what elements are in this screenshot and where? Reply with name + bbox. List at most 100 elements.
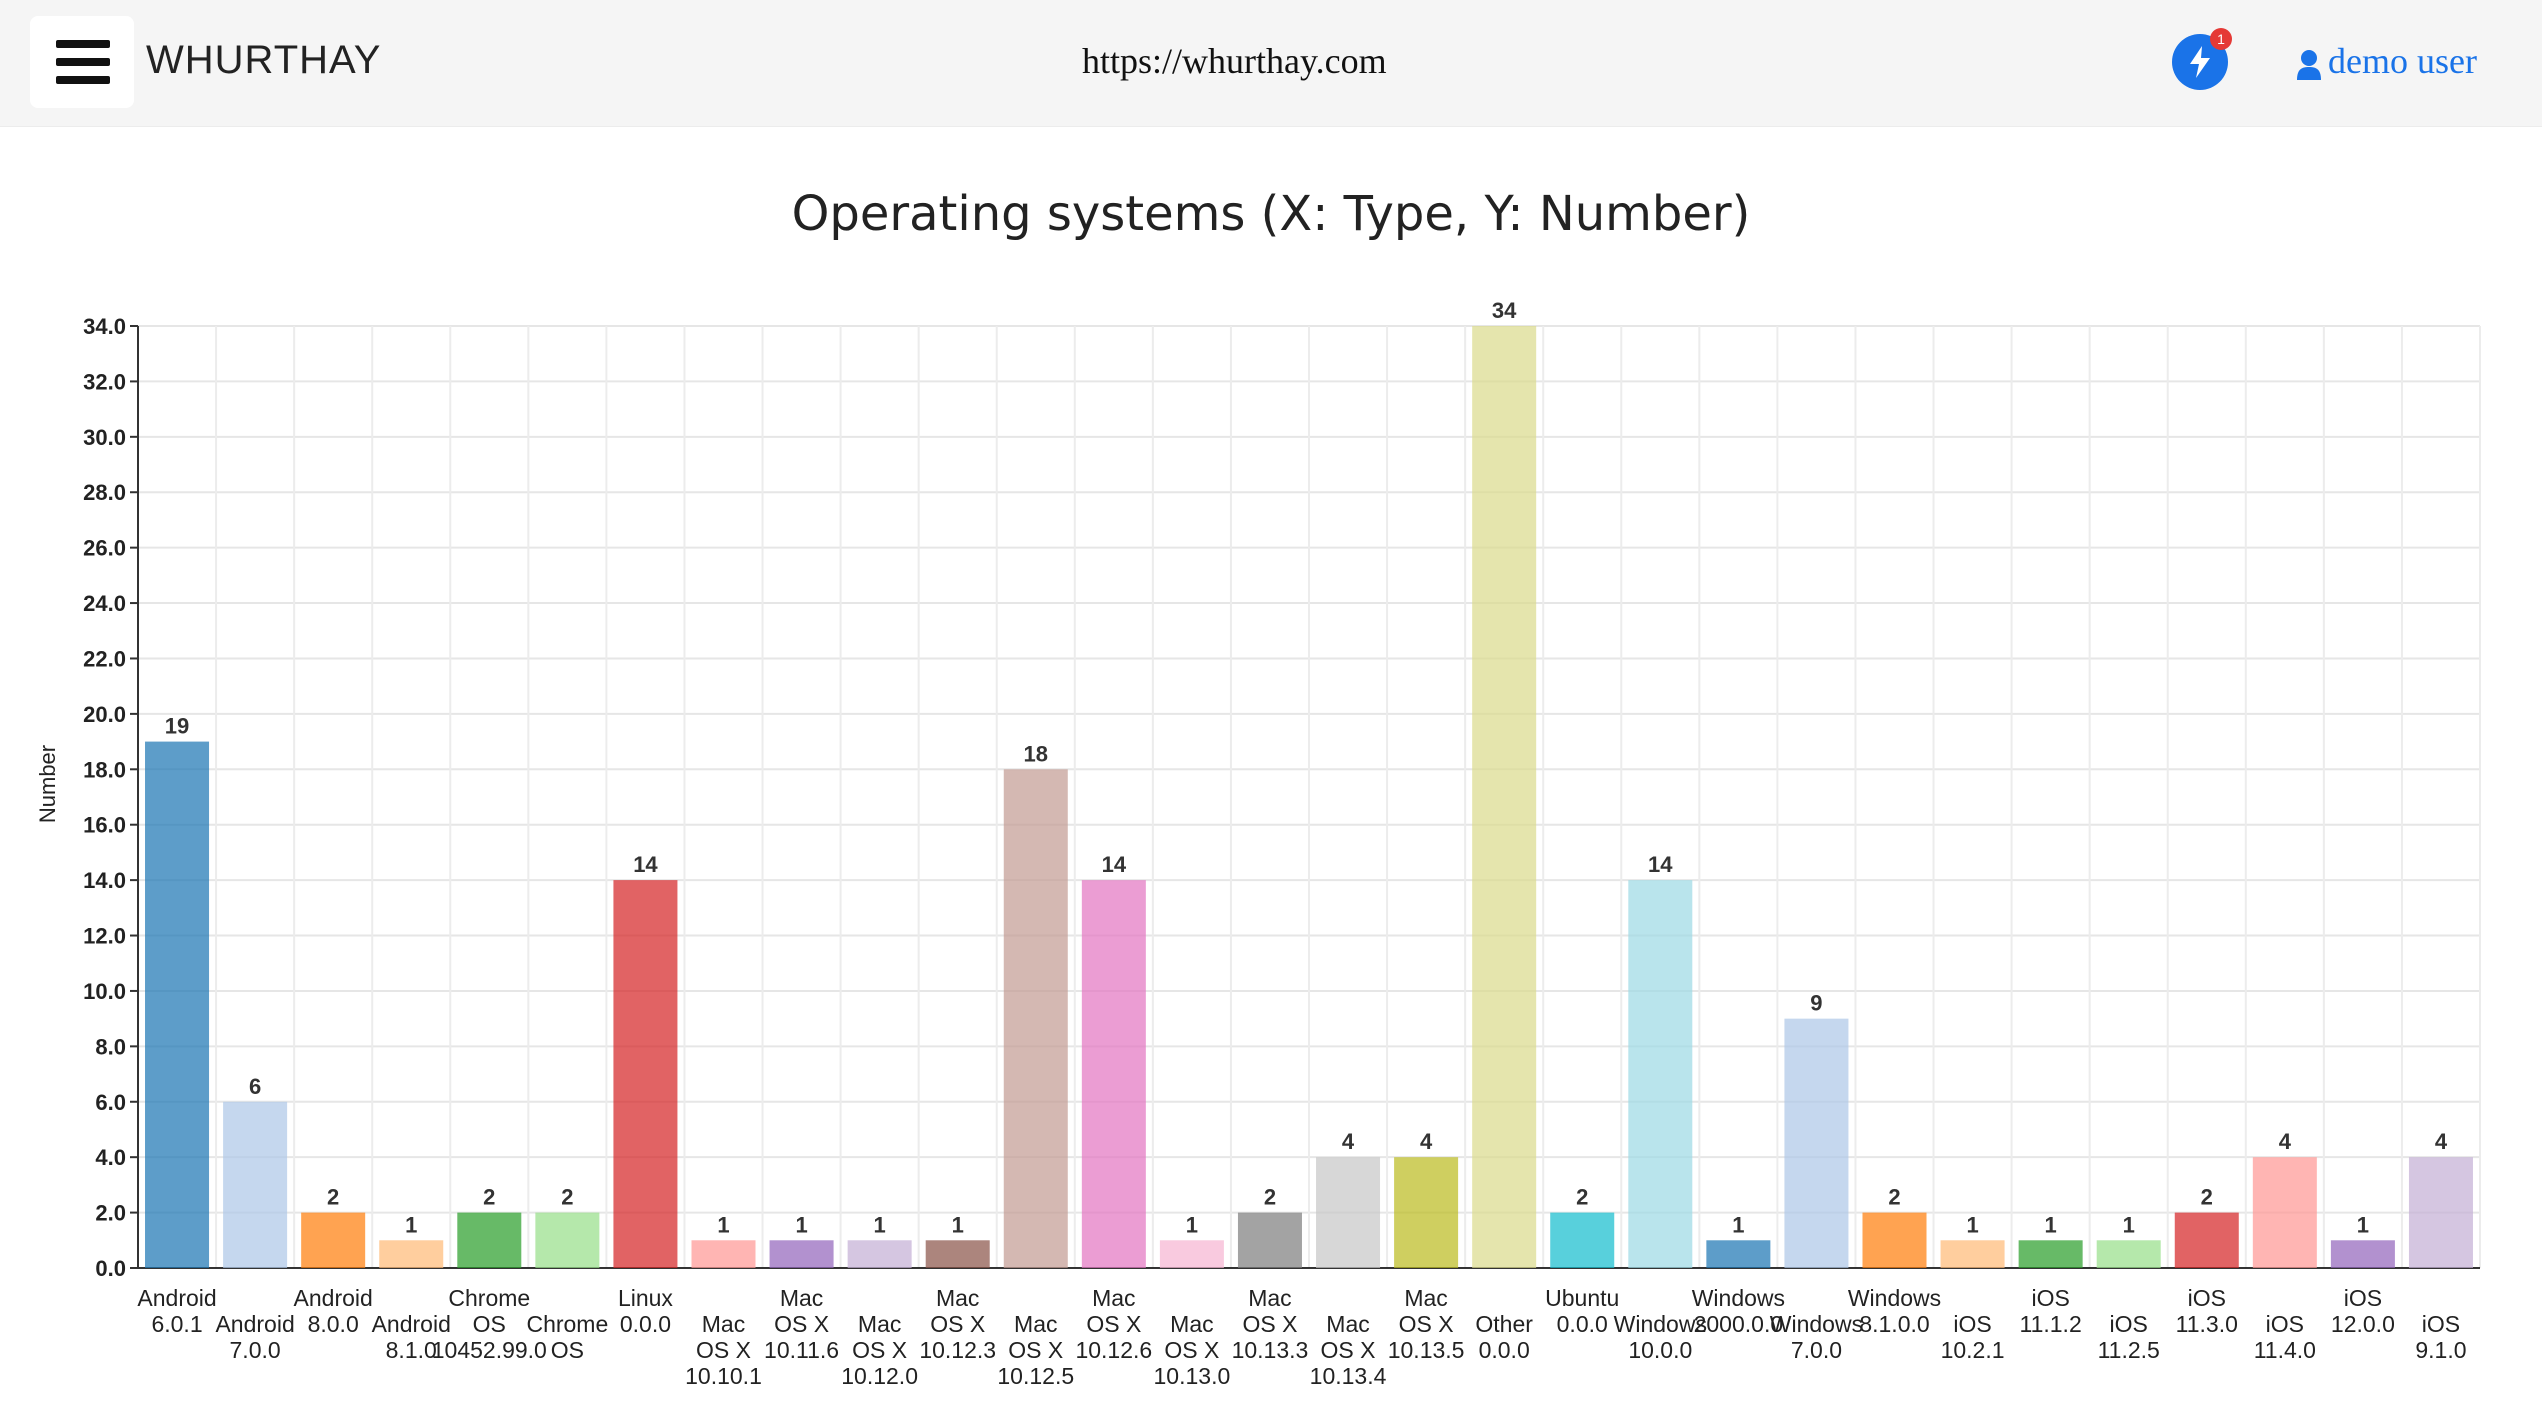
bar-value-label: 4	[1342, 1129, 1355, 1154]
bar-value-label: 1	[1186, 1212, 1198, 1237]
bar	[1394, 1157, 1459, 1268]
site-url: https://whurthay.com	[1082, 41, 1387, 81]
notification-badge: 1	[2210, 28, 2232, 50]
bar	[2174, 1212, 2239, 1268]
bar-value-label: 2	[1576, 1185, 1588, 1210]
x-tick-label: Chrome OS 10452.99.0	[432, 1285, 547, 1363]
x-tick-label: Android 7.0.0	[215, 1311, 294, 1363]
y-tick-label: 24.0	[83, 591, 126, 616]
bar	[1706, 1240, 1771, 1268]
x-tick-label: Mac OS X 10.12.5	[997, 1311, 1074, 1389]
bar	[2330, 1240, 2395, 1268]
bar-value-label: 14	[1648, 852, 1673, 877]
y-tick-label: 30.0	[83, 425, 126, 450]
x-tick-label: Mac OS X 10.12.0	[841, 1311, 918, 1389]
y-tick-label: 8.0	[95, 1034, 126, 1059]
app-brand[interactable]: WHURTHAY	[146, 38, 382, 82]
bar	[1940, 1240, 2005, 1268]
bar-value-label: 1	[717, 1212, 729, 1237]
bar-value-label: 1	[952, 1212, 964, 1237]
bar-value-label: 9	[1810, 991, 1822, 1016]
bar-value-label: 19	[165, 714, 189, 739]
x-tick-label: Other 0.0.0	[1475, 1311, 1533, 1363]
x-tick-label: Mac OS X 10.13.5	[1388, 1285, 1465, 1363]
y-tick-label: 18.0	[83, 757, 126, 782]
bar	[1550, 1212, 1615, 1268]
bar-value-label: 2	[1888, 1185, 1900, 1210]
bar	[691, 1240, 756, 1268]
bar	[2096, 1240, 2161, 1268]
bar	[1237, 1212, 1302, 1268]
y-tick-label: 34.0	[83, 314, 126, 339]
bar-value-label: 4	[1420, 1129, 1433, 1154]
bar-value-label: 1	[2123, 1212, 2135, 1237]
bar	[2018, 1240, 2083, 1268]
bar	[223, 1101, 288, 1268]
x-tick-label: iOS 11.4.0	[2254, 1311, 2316, 1363]
x-tick-label: Ubuntu 0.0.0	[1545, 1285, 1619, 1337]
bar-value-label: 6	[249, 1074, 261, 1099]
x-tick-label: Mac OS X 10.13.4	[1310, 1311, 1387, 1389]
x-tick-label: Windows 8.1.0.0	[1848, 1285, 1941, 1337]
chart-title: Operating systems (X: Type, Y: Number)	[791, 186, 1751, 242]
bar	[847, 1240, 912, 1268]
bar-value-label: 4	[2279, 1129, 2292, 1154]
y-tick-label: 0.0	[95, 1256, 126, 1281]
x-tick-label: Mac OS X 10.13.3	[1232, 1285, 1309, 1363]
bar	[1862, 1212, 1927, 1268]
x-tick-label: Windows 2000.0.0	[1692, 1285, 1785, 1337]
y-tick-label: 28.0	[83, 480, 126, 505]
y-tick-label: 20.0	[83, 702, 126, 727]
x-tick-label: iOS 9.1.0	[2415, 1311, 2466, 1363]
x-tick-label: iOS 11.2.5	[2098, 1311, 2160, 1363]
x-tick-label: Windows 7.0.0	[1770, 1311, 1863, 1363]
bar-value-label: 2	[561, 1185, 573, 1210]
bar-value-label: 1	[2045, 1212, 2057, 1237]
y-tick-label: 2.0	[95, 1201, 126, 1226]
bar	[1081, 880, 1146, 1268]
x-tick-label: Mac OS X 10.12.3	[919, 1285, 996, 1363]
bar	[2252, 1157, 2317, 1268]
bar-value-label: 2	[327, 1185, 339, 1210]
bar	[769, 1240, 834, 1268]
bar	[1159, 1240, 1224, 1268]
bar	[613, 880, 678, 1268]
x-tick-label: Windows 10.0.0	[1614, 1311, 1707, 1363]
bar-value-label: 1	[874, 1212, 886, 1237]
bar	[1784, 1018, 1849, 1268]
bar	[457, 1212, 522, 1268]
x-tick-label: iOS 10.2.1	[1941, 1311, 2005, 1363]
x-tick-label: Chrome OS	[526, 1311, 608, 1363]
bar	[535, 1212, 600, 1268]
x-tick-label: Android 8.0.0	[294, 1285, 373, 1337]
y-tick-label: 14.0	[83, 868, 126, 893]
bar-value-label: 18	[1024, 741, 1048, 766]
bar	[2408, 1157, 2473, 1268]
x-tick-label: Mac OS X 10.11.6	[764, 1285, 839, 1363]
user-icon	[2297, 49, 2321, 80]
y-tick-label: 26.0	[83, 536, 126, 561]
hamburger-menu-icon[interactable]	[30, 16, 134, 108]
y-tick-label: 12.0	[83, 924, 126, 949]
x-tick-label: Linux 0.0.0	[618, 1285, 673, 1337]
bar	[1316, 1157, 1381, 1268]
y-tick-label: 32.0	[83, 369, 126, 394]
bar-value-label: 4	[2435, 1129, 2448, 1154]
x-tick-label: Android 8.1.0	[372, 1311, 451, 1363]
bar	[925, 1240, 990, 1268]
bar-value-label: 2	[2201, 1185, 2213, 1210]
bar	[1472, 326, 1537, 1268]
bar	[145, 741, 210, 1268]
user-menu[interactable]: demo user	[2296, 40, 2477, 82]
y-tick-label: 22.0	[83, 646, 126, 671]
bar-value-label: 2	[1264, 1185, 1276, 1210]
bar	[1628, 880, 1693, 1268]
bar-value-label: 14	[633, 852, 658, 877]
y-tick-label: 6.0	[95, 1090, 126, 1115]
x-tick-label: iOS 12.0.0	[2331, 1285, 2395, 1337]
lightning-bolt-icon[interactable]: 1	[2172, 28, 2232, 90]
bar	[1003, 769, 1068, 1268]
bar-value-label: 2	[483, 1185, 495, 1210]
x-tick-label: Mac OS X 10.13.0	[1154, 1311, 1231, 1389]
